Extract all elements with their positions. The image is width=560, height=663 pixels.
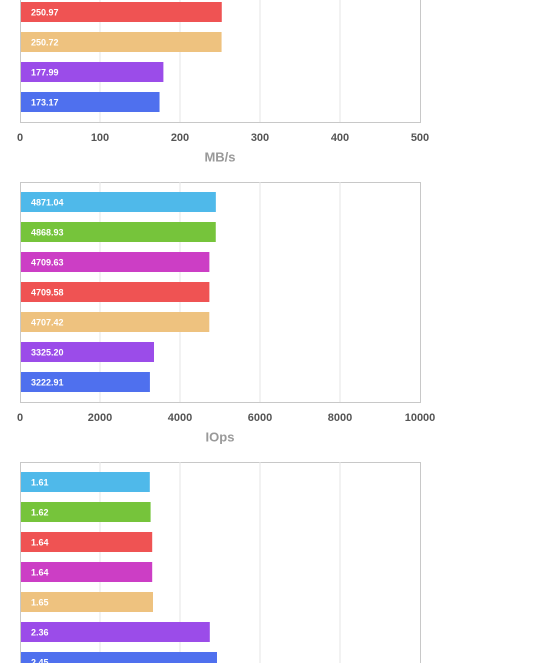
bar-value-label: 4709.63 xyxy=(31,257,64,267)
bar-value-label: 173.17 xyxy=(31,97,59,107)
bar-value-label: 3325.20 xyxy=(31,347,64,357)
x-tick-label: 8000 xyxy=(328,412,352,424)
bar xyxy=(21,192,216,212)
bar-value-label: 250.72 xyxy=(31,37,59,47)
x-tick-label: 400 xyxy=(331,132,349,144)
bar-value-label: 1.64 xyxy=(31,567,49,577)
bar xyxy=(21,622,210,642)
x-tick-label: 500 xyxy=(411,132,429,144)
x-tick-label: 6000 xyxy=(248,412,272,424)
bar-value-label: 4868.93 xyxy=(31,227,64,237)
bar xyxy=(21,342,155,362)
bar-value-label: 2.36 xyxy=(31,627,49,637)
x-tick-label: 2000 xyxy=(88,412,112,424)
x-tick-label: 0 xyxy=(17,132,23,144)
bar xyxy=(21,652,217,663)
bar-value-label: 1.62 xyxy=(31,507,49,517)
bar-value-label: 3222.91 xyxy=(31,377,64,387)
x-axis-label: MB/s xyxy=(204,149,235,164)
bar xyxy=(21,472,150,492)
bar xyxy=(21,562,153,582)
bar-value-label: 4709.58 xyxy=(31,287,64,297)
bar xyxy=(21,372,150,392)
bar-value-label: 4871.04 xyxy=(31,197,64,207)
bar-value-label: 250.97 xyxy=(31,7,59,17)
bar xyxy=(21,312,210,332)
bar xyxy=(21,222,216,242)
plot-frame xyxy=(20,462,421,663)
bar xyxy=(21,92,160,112)
bar-value-label: 1.65 xyxy=(31,597,49,607)
bar-value-label: 2.45 xyxy=(31,657,49,663)
x-axis-label: IOps xyxy=(206,429,235,444)
bar-value-label: 1.64 xyxy=(31,537,49,547)
x-tick-label: 0 xyxy=(17,412,23,424)
bar xyxy=(21,2,222,22)
bar xyxy=(21,592,153,612)
bar xyxy=(21,532,153,552)
bar-value-label: 4707.42 xyxy=(31,317,64,327)
bar-value-label: 177.99 xyxy=(31,67,59,77)
x-tick-label: 200 xyxy=(171,132,189,144)
bar xyxy=(21,62,164,82)
bar-value-label: 1.61 xyxy=(31,477,49,487)
bar xyxy=(21,32,222,52)
bar xyxy=(21,252,210,272)
plot-frame xyxy=(20,0,421,123)
plot-frame xyxy=(20,182,421,403)
x-tick-label: 100 xyxy=(91,132,109,144)
x-tick-label: 4000 xyxy=(168,412,192,424)
x-tick-label: 300 xyxy=(251,132,269,144)
bar xyxy=(21,282,210,302)
x-tick-label: 10000 xyxy=(405,412,436,424)
bar xyxy=(21,502,151,522)
